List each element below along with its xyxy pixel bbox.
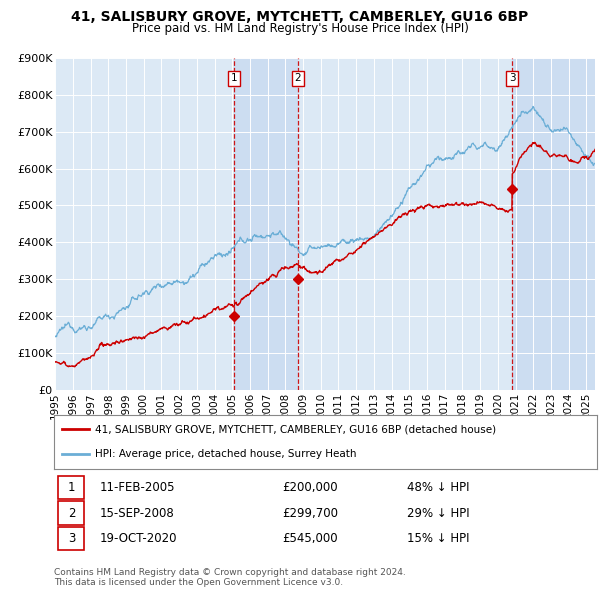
- FancyBboxPatch shape: [58, 526, 85, 550]
- Text: 48% ↓ HPI: 48% ↓ HPI: [407, 481, 469, 494]
- Text: £299,700: £299,700: [282, 506, 338, 520]
- Text: 41, SALISBURY GROVE, MYTCHETT, CAMBERLEY, GU16 6BP: 41, SALISBURY GROVE, MYTCHETT, CAMBERLEY…: [71, 10, 529, 24]
- Text: 1: 1: [68, 481, 75, 494]
- Text: 15-SEP-2008: 15-SEP-2008: [100, 506, 175, 520]
- Text: Contains HM Land Registry data © Crown copyright and database right 2024.: Contains HM Land Registry data © Crown c…: [54, 568, 406, 576]
- Text: £545,000: £545,000: [282, 532, 338, 545]
- Text: 2: 2: [68, 506, 75, 520]
- Text: This data is licensed under the Open Government Licence v3.0.: This data is licensed under the Open Gov…: [54, 578, 343, 587]
- Text: HPI: Average price, detached house, Surrey Heath: HPI: Average price, detached house, Surr…: [95, 450, 356, 460]
- Bar: [234, 58, 298, 390]
- Text: 2: 2: [295, 73, 301, 83]
- Bar: [512, 58, 595, 390]
- Text: 1: 1: [231, 73, 238, 83]
- Text: 19-OCT-2020: 19-OCT-2020: [100, 532, 178, 545]
- FancyBboxPatch shape: [58, 476, 85, 500]
- Text: 11-FEB-2005: 11-FEB-2005: [100, 481, 176, 494]
- Text: 3: 3: [68, 532, 75, 545]
- Text: 15% ↓ HPI: 15% ↓ HPI: [407, 532, 469, 545]
- Text: 29% ↓ HPI: 29% ↓ HPI: [407, 506, 470, 520]
- Text: 41, SALISBURY GROVE, MYTCHETT, CAMBERLEY, GU16 6BP (detached house): 41, SALISBURY GROVE, MYTCHETT, CAMBERLEY…: [95, 424, 496, 434]
- Text: Price paid vs. HM Land Registry's House Price Index (HPI): Price paid vs. HM Land Registry's House …: [131, 22, 469, 35]
- Text: £200,000: £200,000: [282, 481, 338, 494]
- Text: 3: 3: [509, 73, 515, 83]
- FancyBboxPatch shape: [58, 501, 85, 525]
